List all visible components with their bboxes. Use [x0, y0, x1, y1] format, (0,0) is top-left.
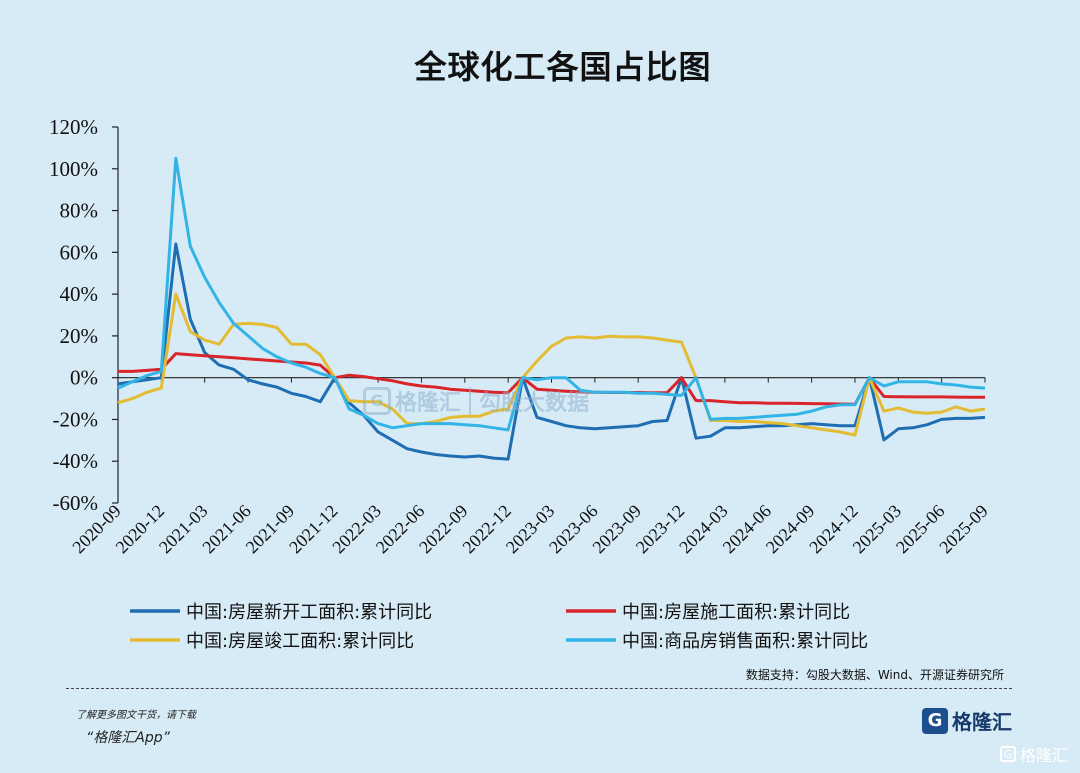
chart-ticks: 120%100%80%60%40%20%0%-20%-40%-60%2020-0… — [49, 115, 992, 557]
y-tick-label: -20% — [53, 407, 99, 431]
legend-label-3: 中国:房屋竣工面积:累计同比 — [186, 631, 414, 652]
corner-badge-icon: G — [1000, 746, 1016, 762]
source-note: 数据支持：勾股大数据、Wind、开源证券研究所 — [745, 668, 1004, 682]
corner-badge: G 格隆汇 — [1000, 742, 1068, 766]
y-tick-label: 100% — [49, 157, 98, 181]
y-tick-label: -60% — [53, 491, 99, 515]
brand-name: 格隆汇 — [952, 710, 1012, 734]
x-tick-label: 2025-09 — [935, 501, 992, 558]
chart-legend: 中国:房屋新开工面积:累计同比 中国:房屋施工面积:累计同比中国:房屋竣工面积:累… — [130, 602, 868, 652]
y-tick-label: 0% — [70, 366, 98, 390]
series-line-4 — [117, 156, 986, 432]
y-tick-label: 40% — [60, 282, 99, 306]
legend-label-4: 中国:商品房销售面积:累计同比 — [622, 631, 868, 652]
brand-logo-icon: G — [922, 707, 948, 734]
chart-axes — [117, 127, 985, 503]
brand-logo[interactable]: G 格隆汇 — [922, 706, 1012, 735]
legend-label-2: 中国:房屋施工面积:累计同比 — [622, 602, 850, 623]
y-tick-label: 120% — [49, 115, 98, 139]
series-line-1 — [117, 242, 986, 461]
y-tick-label: 80% — [60, 199, 99, 223]
corner-badge-text: 格隆汇 — [1020, 746, 1069, 765]
promo-app-name[interactable]: “格隆汇App” — [86, 730, 170, 746]
divider — [66, 688, 1012, 689]
chart-lines — [117, 156, 986, 461]
y-tick-label: -40% — [53, 449, 99, 473]
y-tick-label: 20% — [60, 324, 99, 348]
series-line-3 — [117, 292, 986, 437]
chart-title: 全球化工各国占比图 — [414, 48, 712, 86]
watermark-site: 勾股大数据 — [479, 391, 590, 416]
watermark: G 格隆汇 勾股大数据 — [363, 385, 589, 417]
legend-label-1: 中国:房屋新开工面积:累计同比 — [186, 602, 432, 623]
watermark-logo-icon: G — [363, 387, 391, 415]
promo-line: 了解更多图文干货，请下载 — [76, 710, 196, 721]
watermark-name: 格隆汇 — [395, 391, 462, 416]
y-tick-label: 60% — [60, 240, 99, 264]
watermark-separator — [469, 387, 472, 415]
